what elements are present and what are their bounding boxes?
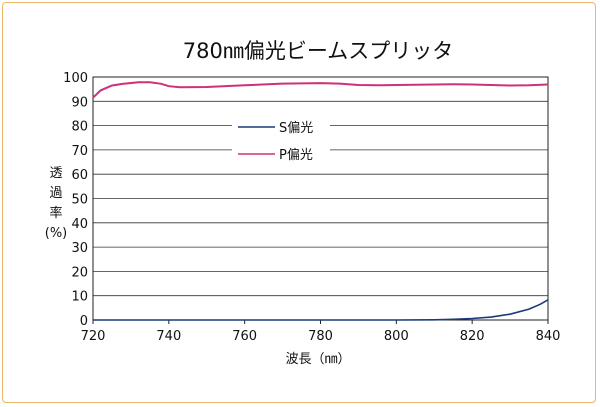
- legend: S偏光 P偏光: [232, 116, 330, 166]
- series-lines: [92, 81, 549, 321]
- chart-title: 780㎚偏光ビームスプリッタ: [183, 39, 453, 63]
- series-line-s-polarization: [93, 299, 549, 321]
- y-tick-label: 100: [63, 71, 88, 86]
- x-axis-label: 波長（㎚）: [285, 352, 350, 367]
- y-tick-label: 10: [71, 290, 88, 305]
- x-tick-label: 740: [156, 329, 181, 344]
- x-tick-label: 840: [536, 329, 561, 344]
- legend-label: P偏光: [279, 148, 313, 163]
- chart-frame: [2, 2, 596, 403]
- y-tick-label: 40: [71, 217, 88, 232]
- y-tick-label: 20: [71, 265, 88, 280]
- x-tick-label: 720: [81, 329, 106, 344]
- x-tick-label: 760: [232, 329, 257, 344]
- y-tick-labels: 0 10 20 30 40 50 60 70 80 90 100: [63, 71, 88, 329]
- y-axis-label-char: (%): [45, 226, 68, 241]
- y-axis-label-char: 過: [49, 186, 62, 201]
- x-tick-label: 820: [460, 329, 485, 344]
- x-tick-label: 800: [384, 329, 409, 344]
- y-tick-label: 30: [71, 241, 88, 256]
- series-line-p-polarization: [92, 81, 549, 99]
- y-tick-label: 90: [71, 95, 88, 110]
- y-tick-label: 0: [80, 314, 88, 329]
- y-tick-label: 60: [71, 168, 88, 183]
- x-tick-labels: 720 740 760 780 800 820 840: [81, 320, 561, 344]
- legend-box: [232, 116, 330, 166]
- y-tick-label: 70: [71, 144, 88, 159]
- y-tick-label: 80: [71, 120, 88, 135]
- x-tick-label: 780: [308, 329, 333, 344]
- gridlines: [93, 76, 548, 321]
- y-axis-label-char: 透: [49, 166, 62, 181]
- y-tick-label: 50: [71, 193, 88, 208]
- legend-label: S偏光: [279, 121, 313, 136]
- y-axis-label-char: 率: [49, 205, 62, 221]
- y-axis-label: 透過率 (%): [45, 166, 68, 241]
